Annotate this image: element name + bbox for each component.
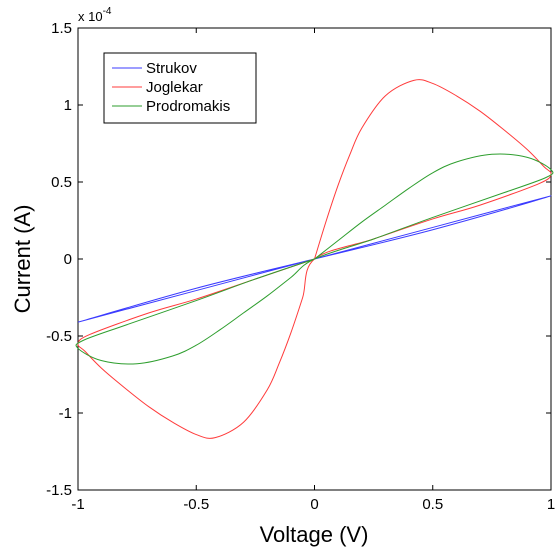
x-tick-label: -1 (71, 496, 84, 513)
legend: Strukov Joglekar Prodromakis (103, 52, 257, 124)
series-layer (75, 79, 554, 439)
y-exponent-power: -4 (103, 6, 112, 17)
x-tick-label: 0 (310, 496, 318, 513)
x-tick-label: 1 (547, 496, 555, 513)
series-line-prodromakis (75, 153, 554, 365)
legend-label-joglekar: Joglekar (146, 79, 203, 96)
x-tick-label: -0.5 (183, 496, 209, 513)
y-tick-label: 0.5 (51, 174, 72, 191)
legend-label-strukov: Strukov (146, 60, 197, 77)
y-tick-label: -0.5 (46, 328, 72, 345)
y-tick-label: -1 (59, 405, 72, 422)
y-exponent-label: x 10-4 (78, 6, 112, 24)
tick-layer: -1 -0.5 0 0.5 1-1.5-1-0.500.511.5 (46, 20, 555, 513)
legend-label-prodromakis: Prodromakis (146, 98, 230, 115)
y-tick-label: -1.5 (46, 482, 72, 499)
y-axis-title: Current (A) (10, 205, 35, 314)
series-line-strukov (77, 195, 552, 323)
x-axis-title: Voltage (V) (260, 522, 369, 547)
y-tick-label: 1.5 (51, 20, 72, 37)
y-tick-label: 0 (64, 251, 72, 268)
legend-box (103, 52, 257, 124)
y-tick-label: 1 (64, 97, 72, 114)
x-tick-label: 0.5 (422, 496, 443, 513)
